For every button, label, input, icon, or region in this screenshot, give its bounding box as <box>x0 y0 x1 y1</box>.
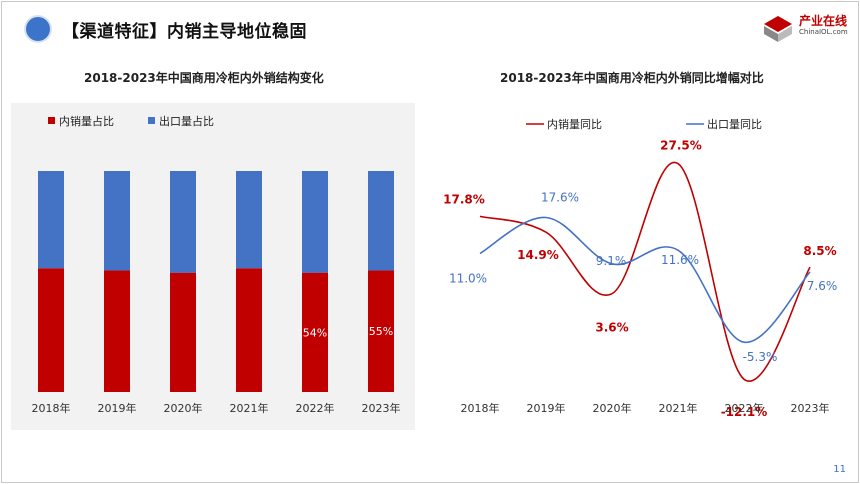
line-x-tick-label-4: 2022年 <box>725 401 764 415</box>
bar-0-0 <box>38 268 64 392</box>
bar-0-1 <box>104 270 130 392</box>
series-line-1 <box>479 216 811 344</box>
logo-text: 产业在线 <box>799 14 848 28</box>
x-tick-label-1: 2019年 <box>98 401 137 415</box>
point-label-0-0: 17.8% <box>443 192 485 206</box>
bar-1-0 <box>38 171 64 269</box>
bar-data-label-5: 55% <box>369 325 393 338</box>
point-label-1-2: 9.1% <box>596 254 627 268</box>
line-x-tick-label-2: 2020年 <box>593 401 632 415</box>
point-label-0-3: 27.5% <box>660 139 702 153</box>
line-x-tick-label-1: 2019年 <box>527 401 566 415</box>
bar-0-2 <box>170 272 196 392</box>
bar-chart-title: 2018-2023年中国商用冷柜内外销结构变化 <box>84 71 324 85</box>
point-label-0-2: 3.6% <box>595 321 628 335</box>
legend-label-line-1: 出口量同比 <box>707 117 762 131</box>
legend-swatch-0 <box>48 117 55 124</box>
point-label-1-4: -5.3% <box>743 350 778 364</box>
point-label-1-3: 11.6% <box>661 253 699 267</box>
line-chart-title: 2018-2023年中国商用冷柜内外销同比增幅对比 <box>500 71 764 85</box>
bar-1-4 <box>302 171 328 273</box>
bar-0-4 <box>302 272 328 392</box>
bar-0-5 <box>368 270 394 392</box>
legend-label-1: 出口量占比 <box>159 114 214 128</box>
point-label-1-1: 17.6% <box>541 191 579 205</box>
bar-1-2 <box>170 171 196 273</box>
bar-1-3 <box>236 171 262 269</box>
x-tick-label-4: 2022年 <box>296 401 335 415</box>
chinaiol-logo-icon <box>764 16 792 42</box>
legend-label-line-0: 内销量同比 <box>547 117 602 131</box>
bar-data-label-4: 54% <box>303 326 327 339</box>
point-label-0-1: 14.9% <box>517 248 559 262</box>
series-line-0 <box>479 161 811 382</box>
title-bullet-icon <box>26 17 50 41</box>
x-tick-label-2: 2020年 <box>164 401 203 415</box>
point-label-0-4: -12.1% <box>721 405 768 419</box>
logo-subtext: ChinaIOL.com <box>799 28 848 36</box>
bar-1-5 <box>368 171 394 271</box>
bar-1-1 <box>104 171 130 271</box>
point-label-1-5: 7.6% <box>807 279 838 293</box>
bar-0-3 <box>236 268 262 392</box>
point-label-1-0: 11.0% <box>449 271 487 285</box>
page-title: 【渠道特征】内销主导地位稳固 <box>62 22 307 42</box>
line-x-tick-label-3: 2021年 <box>659 401 698 415</box>
bar-chart-panel <box>11 103 415 430</box>
legend-label-0: 内销量占比 <box>59 114 114 128</box>
x-tick-label-3: 2021年 <box>230 401 269 415</box>
line-x-tick-label-0: 2018年 <box>461 401 500 415</box>
legend-swatch-1 <box>148 117 155 124</box>
page-number: 11 <box>833 464 846 475</box>
x-tick-label-5: 2023年 <box>362 401 401 415</box>
line-x-tick-label-5: 2023年 <box>791 401 830 415</box>
x-tick-label-0: 2018年 <box>32 401 71 415</box>
point-label-0-5: 8.5% <box>803 244 836 258</box>
